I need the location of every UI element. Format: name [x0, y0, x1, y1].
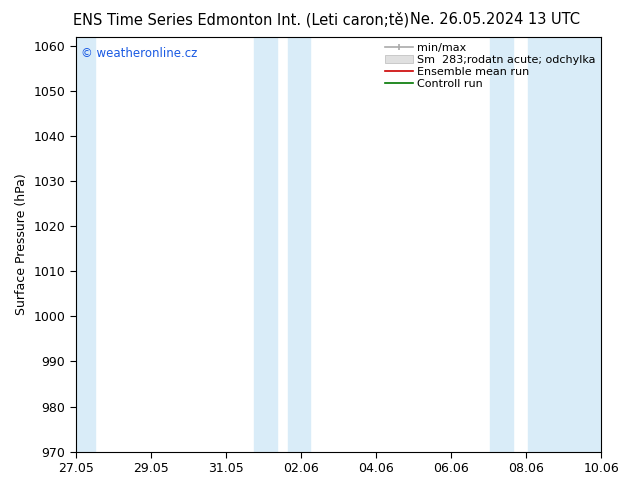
Text: ENS Time Series Edmonton Int. (Leti caron;tě): ENS Time Series Edmonton Int. (Leti caro…: [73, 12, 409, 28]
Bar: [528, 37, 601, 452]
Y-axis label: Surface Pressure (hPa): Surface Pressure (hPa): [15, 173, 28, 315]
Bar: [76, 37, 94, 452]
Bar: [491, 37, 513, 452]
Text: © weatheronline.cz: © weatheronline.cz: [81, 48, 197, 60]
Legend: min/max, Sm  283;rodatn acute; odchylka, Ensemble mean run, Controll run: min/max, Sm 283;rodatn acute; odchylka, …: [385, 43, 595, 89]
Bar: [288, 37, 311, 452]
Bar: [254, 37, 276, 452]
Text: Ne. 26.05.2024 13 UTC: Ne. 26.05.2024 13 UTC: [410, 12, 579, 27]
